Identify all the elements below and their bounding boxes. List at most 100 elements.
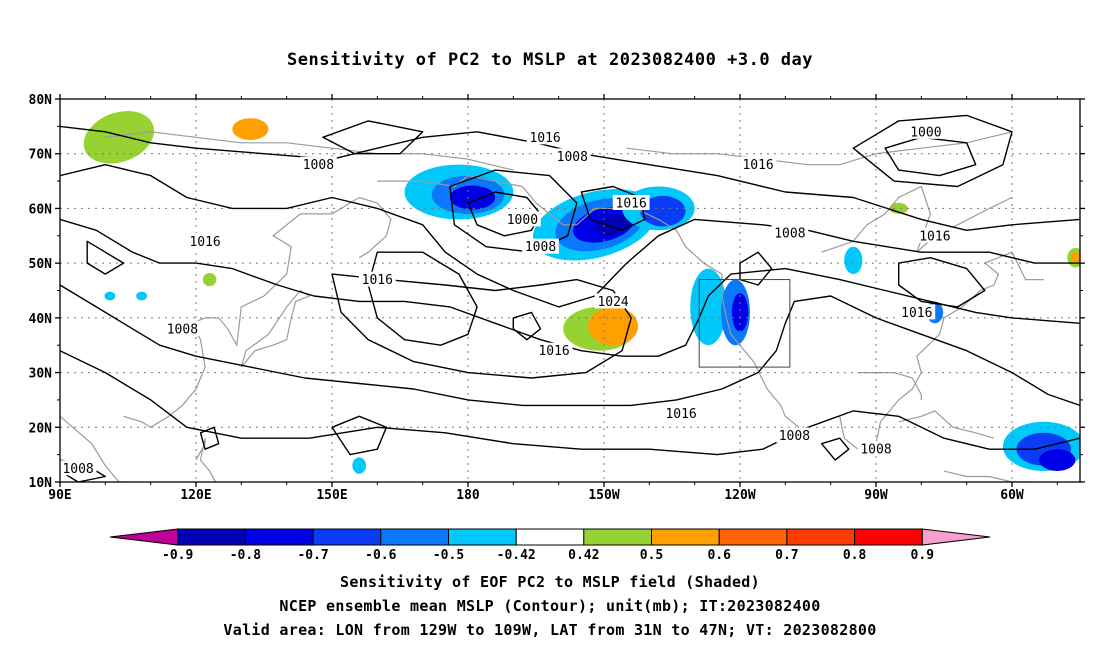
contour-label-background [898,304,936,320]
contour-label-background [535,342,573,358]
mslp-contour [898,257,986,308]
contour-label-background [907,123,945,139]
shading-patch [232,118,269,140]
contour-label-background [300,156,337,172]
lat-label: 40N [29,312,53,327]
colorbar-swatch [380,528,449,546]
lon-label: 120E [180,488,211,503]
contour-label: 1008 [779,429,810,444]
coastline [123,196,392,429]
contour-label: 1016 [616,197,647,212]
coastline [898,410,995,439]
contour-label: 1016 [538,344,569,359]
colorbar: -0.9 -0.8 -0.7 -0.6 -0.5 -0.42 0.42 0.5 0.6 0.7 0.… [109,528,991,563]
contour-label-background [771,225,809,240]
mslp-contour [86,240,125,275]
chart-title: Sensitivity of PC2 to MSLP at 2023082400… [286,50,813,70]
colorbar-swatch [515,528,585,546]
coastline [60,415,128,482]
lon-label: 180 [456,488,480,503]
coastline [943,470,1035,482]
contour-label: 1016 [742,158,773,173]
mslp-contours [60,114,1080,482]
colorbar-arrow-left [109,528,179,546]
lon-label: 90E [48,488,71,503]
contour-label-background [186,233,224,249]
contour-label: 1008 [167,322,198,337]
contour-label-background [612,195,650,210]
colorbar-level-label: -0.5 [433,548,464,563]
colorbar-swatch [718,528,788,546]
contour-label-background [739,156,777,172]
caption-line-1: Sensitivity of EOF PC2 to MSLP field (Sh… [340,573,760,591]
lon-label: 150E [316,488,347,503]
shading-patch [640,195,686,227]
colorbar-swatch [312,528,382,546]
coastline [195,438,217,482]
contour-label-background [776,427,813,443]
shading-patch [449,185,496,210]
lat-label: 80N [29,93,53,108]
colorbar-level-label: -0.8 [230,548,261,563]
lat-label: 10N [29,476,53,491]
colorbar-level-label: 0.42 [568,548,599,563]
coastline [821,185,1013,253]
contour-label: 1008 [525,240,556,255]
valid-area-box [698,279,791,368]
contour-label-background [857,441,895,457]
mslp-contour [449,169,578,253]
colorbar-level-label: 0.5 [640,548,663,563]
shading-patch [1071,252,1080,264]
mslp-contour [739,251,773,286]
contour-label: 1024 [597,295,628,310]
contour-label-background [916,227,954,243]
contour-label-background [526,129,564,145]
colorbar-level-label: -0.6 [365,548,396,563]
mslp-contour [199,426,220,450]
colorbar-swatch [177,528,246,546]
lat-label: 20N [29,421,53,436]
coastline [377,174,809,439]
lon-label: 120W [724,488,755,503]
mslp-contour [580,185,646,231]
colorbar-swatch [244,528,314,546]
coastlines [60,131,1044,482]
shading-patch [1039,449,1076,471]
contour-label: 1016 [529,131,560,146]
colorbar-level-label: -0.7 [297,548,328,563]
contour-label-background [164,320,201,336]
contour-label: 1000 [910,125,941,140]
lat-label: 30N [29,367,53,382]
colorbar-level-label: 0.6 [707,548,731,563]
colorbar-level-label: -0.9 [162,548,193,563]
contour-label: 1008 [62,462,93,477]
lon-label: 60W [1000,488,1024,503]
mslp-contour [820,437,850,461]
contour-label: 1016 [665,407,696,422]
colorbar-swatch [651,528,720,546]
colorbar-level-label: 0.8 [843,548,867,563]
contour-label: 1000 [507,213,538,228]
mslp-contour [852,114,1013,188]
colorbar-swatch [448,528,517,546]
contour-label: 1008 [860,443,891,458]
shading-patch [352,457,367,474]
coastline [626,131,1013,166]
lat-label: 50N [29,257,53,272]
shading-patch [731,293,749,332]
contour-label: 1016 [901,306,932,321]
mslp-contour [60,350,1080,456]
contour-label-background [59,460,97,476]
mslp-contour [60,284,1080,407]
mslp-contour [331,415,388,456]
caption-line-2: NCEP ensemble mean MSLP (Contour); unit(… [279,597,821,615]
coastline [105,131,514,171]
lat-label: 60N [29,202,53,217]
colorbar-swatch [786,528,856,546]
lon-label: 90W [864,488,888,503]
contour-label-background [504,211,541,227]
mslp-contour [512,311,542,341]
mslp-contour [322,120,424,155]
